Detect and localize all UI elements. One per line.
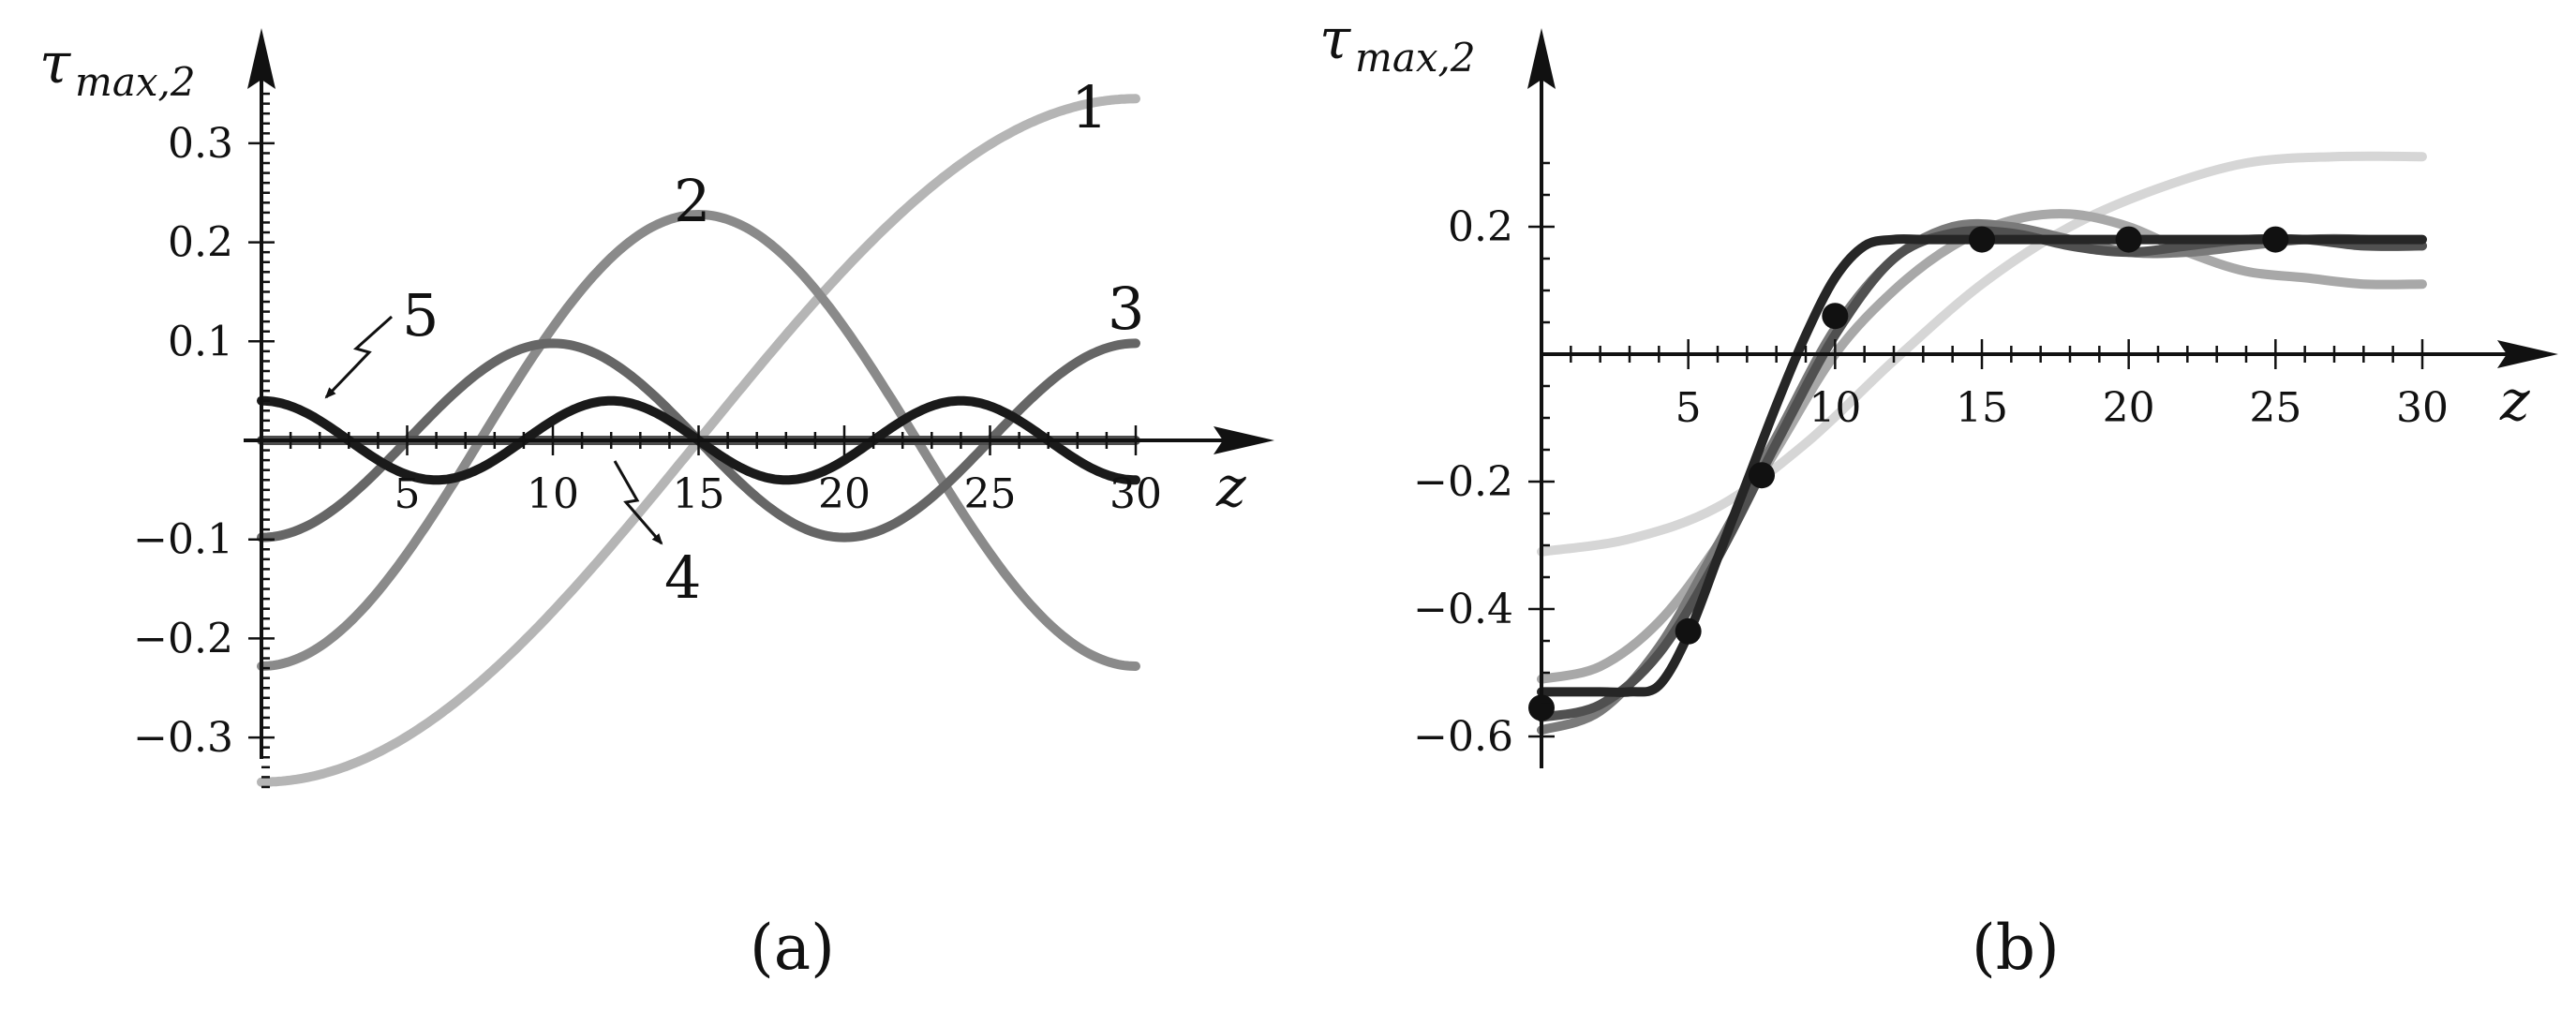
chart-a-y-arrow [247,28,275,89]
chart-b-point [2262,226,2289,253]
chart-b-point [2115,226,2142,253]
chart-b-y-label-sub: max,2 [1355,35,1476,81]
chart-a-y-tick-label: −0.3 [133,714,233,762]
chart-b-x-tick-label: 10 [1809,384,1861,432]
chart-a-caption: (a) [750,912,835,984]
chart-b-point [1822,303,1849,330]
chart-b-curves [1537,151,2427,736]
chart-b-points [1528,226,2289,721]
chart-a-x-label: z [1215,454,1246,520]
chart-a-x-tick-label: 25 [964,470,1017,518]
chart-a-x-tick-label: 20 [818,470,871,518]
chart-b-ticks: 5 10 15 20 25 30 0.2 −0.2 −0.4 −0.6 [1413,161,2449,761]
chart-b-series-4 [1537,226,2427,722]
chart-b-x-tick-label: 25 [2249,384,2301,432]
chart-a-y-label: τ [39,31,71,97]
chart-a-y-label-sub: max,2 [75,59,196,105]
chart-b-x-tick-label: 15 [1956,384,2008,432]
chart-b-y-tick-label: −0.6 [1413,713,1513,761]
chart-a-curve-label-3: 3 [1108,275,1144,343]
chart-b-series-3 [1537,218,2427,736]
chart-b-caption: (b) [1972,912,2060,984]
chart-a-curve-label-2: 2 [674,167,710,235]
chart-a-y-tick-label: −0.2 [133,615,233,662]
chart-b-series-5 [1537,234,2427,697]
chart-a-leader-4 [613,460,663,545]
chart-a-curve-label-5: 5 [402,281,439,349]
chart-a-ticks: 5 10 15 20 25 300.30.20.1−0.1−0.2−0.3 [133,92,1162,789]
chart-b-x-tick-label: 20 [2103,384,2155,432]
chart-b-y-tick-label: −0.2 [1413,458,1513,506]
chart-a-x-tick-label: 30 [1109,470,1162,518]
chart-b-point [1675,617,1702,645]
chart-a-x-tick-label: 10 [527,470,579,518]
chart-a-y-tick-label: −0.1 [133,516,233,564]
chart-a-y-tick-label: 0.3 [168,120,233,168]
chart-b-y-tick-label: 0.2 [1448,203,1513,251]
chart-a-leader-5 [324,315,394,399]
chart-a-x-tick-label: 15 [673,470,725,518]
chart-a-curve-label-4: 4 [664,543,701,612]
chart-b-y-arrow [1527,28,1556,89]
chart-a: 5 10 15 20 25 300.30.20.1−0.1−0.2−0.3 τ max,2… [39,28,1274,984]
chart-b-series-1 [1537,151,2427,557]
chart-a-curve-label-1: 1 [1071,73,1108,141]
chart-b-series-2 [1537,209,2427,684]
chart-b-x-arrow [2497,340,2558,368]
chart-b-x-tick-label: 5 [1675,384,1702,432]
chart-b-y-tick-label: −0.4 [1413,586,1513,633]
chart-b-point [1969,226,1995,253]
chart-a-y-tick-label: 0.2 [168,219,233,267]
chart-a-x-tick-label: 5 [395,470,421,518]
chart-a-series-2 [257,209,1140,671]
chart-b-x-tick-label: 30 [2396,384,2449,432]
chart-b: 5 10 15 20 25 30 0.2 −0.2 −0.4 −0.6 τ max,2 z (b) [1319,7,2558,984]
chart-b-x-label: z [2499,368,2530,434]
chart-b-point [1749,462,1775,489]
chart-b-y-label: τ [1319,7,1351,72]
chart-a-y-tick-label: 0.1 [168,318,233,365]
chart-a-x-arrow [1214,426,1274,454]
